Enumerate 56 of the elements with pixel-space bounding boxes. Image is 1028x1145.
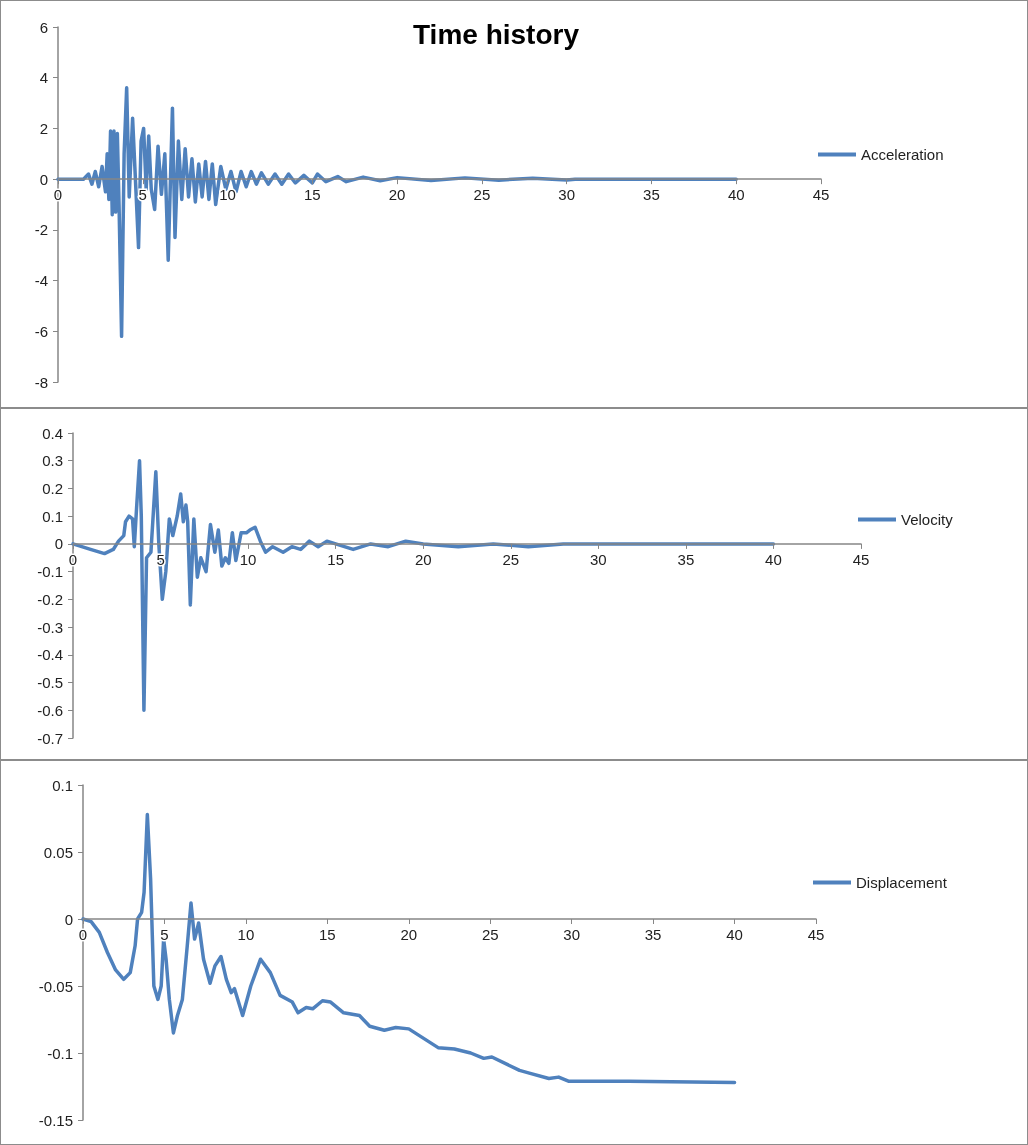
x-tick-label: 35 — [644, 926, 662, 943]
x-tick-label: 30 — [558, 186, 576, 204]
y-tick-label: -0.2 — [37, 590, 63, 608]
x-tick-label: 30 — [589, 550, 607, 568]
x-tick-label: 10 — [237, 926, 255, 943]
y-tick-label: -0.1 — [37, 563, 63, 581]
y-tick-label: 4 — [39, 69, 48, 87]
y-tick-label: -0.5 — [37, 674, 63, 692]
y-tick-label: 0.2 — [42, 479, 63, 497]
y-tick-label: -6 — [34, 322, 48, 340]
y-tick-label: -0.3 — [37, 618, 63, 636]
legend-label: Acceleration — [861, 146, 944, 163]
x-tick-label: 40 — [727, 186, 745, 204]
x-tick-label: 15 — [318, 926, 336, 943]
y-tick-label: -0.7 — [37, 729, 63, 747]
y-tick-label: -8 — [34, 373, 48, 391]
y-tick-label: 0.1 — [52, 776, 73, 794]
y-tick-label: -0.6 — [37, 701, 63, 719]
x-tick-label: 10 — [219, 186, 236, 204]
x-tick-label: 20 — [400, 926, 418, 943]
x-tick-label: 30 — [563, 926, 581, 943]
x-tick-label: 20 — [388, 186, 406, 204]
y-tick-label: 0.4 — [42, 424, 63, 442]
y-tick-label: -0.05 — [38, 977, 73, 995]
x-tick-label: 15 — [303, 186, 321, 204]
x-tick-label: 10 — [239, 550, 257, 568]
y-tick-label: 0.05 — [43, 843, 73, 861]
y-tick-label: 0 — [54, 535, 63, 553]
y-tick-label: 0 — [64, 910, 73, 928]
y-tick-label: 6 — [39, 18, 48, 36]
x-tick-label: 20 — [414, 550, 432, 568]
y-tick-label: -0.4 — [37, 646, 63, 664]
x-tick-label: 5 — [160, 926, 169, 943]
x-tick-label: 25 — [481, 926, 499, 943]
y-tick-label: 0.1 — [42, 507, 63, 525]
y-tick-label: -2 — [34, 221, 48, 239]
x-tick-label: 15 — [327, 550, 345, 568]
y-tick-label: -4 — [34, 272, 48, 290]
x-tick-label: 25 — [473, 186, 491, 204]
x-tick-label: 45 — [852, 550, 870, 568]
y-tick-label: 2 — [39, 119, 48, 137]
y-tick-label: 0 — [39, 170, 48, 188]
legend-label: Velocity — [901, 511, 954, 528]
x-tick-label: 35 — [643, 186, 660, 204]
chart-title: Time history — [413, 18, 580, 50]
y-tick-label: 0.3 — [42, 452, 63, 470]
x-tick-label: 45 — [807, 926, 825, 943]
legend-label: Displacement — [856, 874, 948, 891]
x-tick-label: 45 — [812, 186, 830, 204]
x-tick-label: 35 — [677, 550, 695, 568]
x-tick-label: 40 — [726, 926, 743, 943]
y-tick-label: -0.15 — [38, 1111, 73, 1129]
x-tick-label: 0 — [78, 926, 88, 943]
x-tick-label: 25 — [502, 550, 520, 568]
x-tick-label: 40 — [765, 550, 782, 568]
y-tick-label: -0.1 — [47, 1044, 73, 1062]
